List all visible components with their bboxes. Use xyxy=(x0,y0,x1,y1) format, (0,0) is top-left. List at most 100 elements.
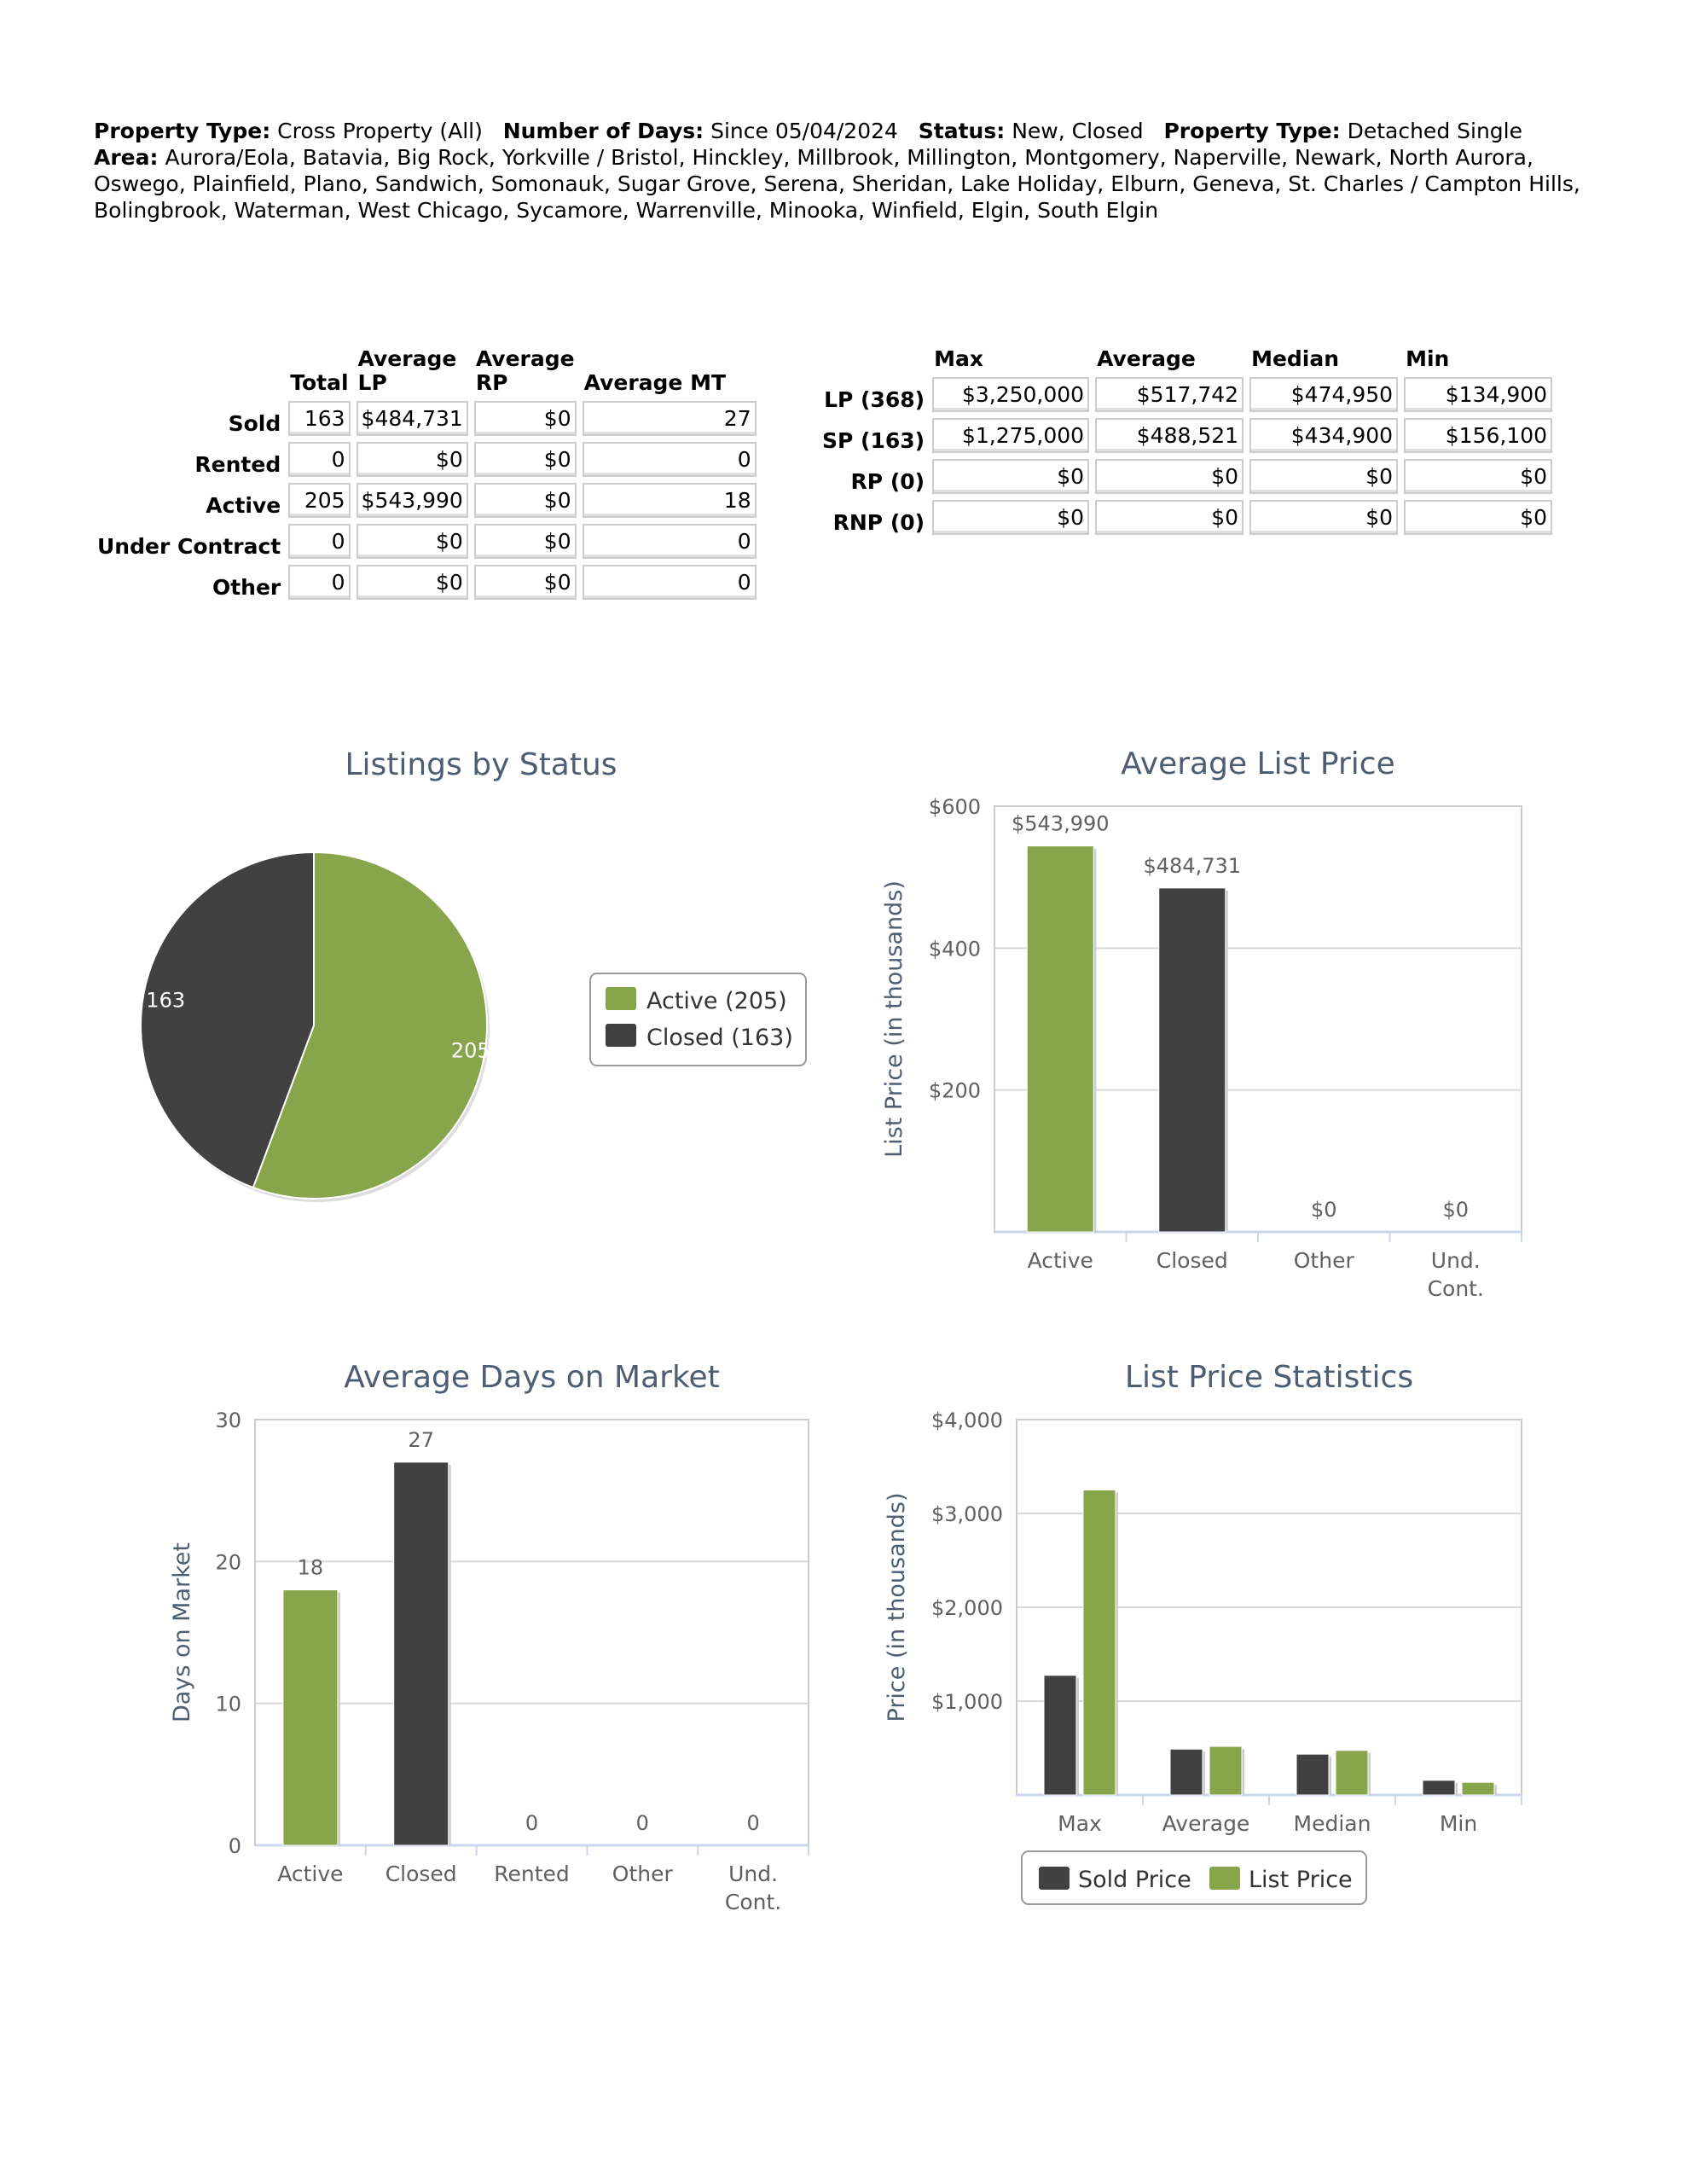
x-tick-label: Active xyxy=(1028,1248,1093,1273)
table-cell: $0 xyxy=(1249,459,1399,494)
y-tick-label: 30 xyxy=(215,1409,241,1432)
y-axis-label: List Price (in thousands) xyxy=(881,880,907,1158)
property-type-value: Cross Property (All) xyxy=(277,119,483,143)
table-cell: 205 xyxy=(288,483,351,518)
table-cell: $0 xyxy=(473,442,577,477)
area-label: Area: xyxy=(94,145,159,170)
x-tick-label: Other xyxy=(612,1862,674,1886)
legend-swatch xyxy=(1039,1867,1070,1890)
chart-title: Average List Price xyxy=(1121,746,1394,781)
legend-swatch xyxy=(606,1024,636,1047)
legend-item: Closed (163) xyxy=(646,1025,793,1051)
row-label: Other xyxy=(212,575,281,600)
pie-slice-active xyxy=(252,851,488,1199)
bar-data-label: $0 xyxy=(1442,1198,1469,1222)
table-cell: $543,990 xyxy=(356,483,468,518)
column-header: Max xyxy=(934,346,983,371)
table-cell: $156,100 xyxy=(1404,418,1553,453)
row-label: Sold xyxy=(228,411,281,436)
table-cell: $0 xyxy=(1095,459,1244,494)
bar xyxy=(393,1461,449,1846)
table-row: LP (368) $3,250,000 $517,742 $474,950 $134,9… xyxy=(820,377,1553,412)
bar-data-label: 18 xyxy=(298,1556,324,1580)
table-cell: $0 xyxy=(1404,500,1553,535)
bar xyxy=(1422,1780,1456,1796)
bar-data-label: $484,731 xyxy=(1143,854,1241,878)
row-label: RNP (0) xyxy=(832,510,925,535)
table-cell: 27 xyxy=(582,401,757,436)
x-tick-label: Cont. xyxy=(1428,1276,1484,1301)
column-header: Average LP xyxy=(357,346,457,395)
property-type2-label: Property Type: xyxy=(1163,119,1341,143)
days-label: Number of Days: xyxy=(502,119,704,143)
column-header: Average RP xyxy=(475,346,575,395)
row-label: Rented xyxy=(194,452,281,477)
table-cell: 0 xyxy=(288,524,351,559)
pie-slice-closed xyxy=(140,851,315,1189)
table-cell: $0 xyxy=(1095,500,1244,535)
table-cell: $0 xyxy=(1249,500,1399,535)
row-label: SP (163) xyxy=(822,428,925,453)
table-cell: $517,742 xyxy=(1095,377,1244,412)
bar xyxy=(1026,845,1094,1233)
table-cell: 0 xyxy=(582,565,757,600)
days-value: Since 05/04/2024 xyxy=(710,119,898,143)
table-cell: $134,900 xyxy=(1404,377,1553,412)
bar-data-label: $543,990 xyxy=(1012,812,1110,836)
bar-data-label: 0 xyxy=(525,1811,538,1835)
table-row: Active 205 $543,990 $0 18 xyxy=(96,483,757,518)
area-value: Aurora/Eola, Batavia, Big Rock, Yorkvill… xyxy=(94,145,1580,223)
price-summary-table: Max Average Median Min LP (368) $3,250,000 $51… xyxy=(815,341,1558,541)
y-tick-label: $200 xyxy=(929,1079,981,1103)
chart-title: Listings by Status xyxy=(345,747,617,782)
table-row: RP (0) $0 $0 $0 $0 xyxy=(820,459,1553,494)
table-row: Under Contract 0 $0 $0 0 xyxy=(96,524,757,559)
legend-box xyxy=(589,973,807,1066)
table-cell: $0 xyxy=(473,401,577,436)
bar xyxy=(1461,1781,1495,1796)
x-tick-label: Und. xyxy=(1431,1248,1481,1273)
table-cell: $474,950 xyxy=(1249,377,1399,412)
column-header: Average MT xyxy=(583,370,727,395)
x-tick-label: Min xyxy=(1440,1811,1477,1836)
y-tick-label: $400 xyxy=(929,937,981,961)
table-row: Other 0 $0 $0 0 xyxy=(96,565,757,600)
table-cell: 0 xyxy=(582,442,757,477)
y-tick-label: $3,000 xyxy=(931,1502,1003,1526)
table-cell: $0 xyxy=(473,565,577,600)
column-header: Median xyxy=(1251,346,1340,371)
y-tick-label: $600 xyxy=(929,795,981,819)
search-criteria: Property Type: Cross Property (All) Numb… xyxy=(94,118,1612,224)
status-label: Status: xyxy=(918,119,1006,143)
table-cell: $0 xyxy=(1404,459,1553,494)
table-row: RNP (0) $0 $0 $0 $0 xyxy=(820,500,1553,535)
legend-swatch xyxy=(1209,1867,1240,1890)
table-cell: $3,250,000 xyxy=(932,377,1090,412)
y-tick-label: $2,000 xyxy=(931,1596,1003,1620)
chart-title: List Price Statistics xyxy=(1125,1360,1413,1395)
x-tick-label: Closed xyxy=(386,1862,457,1886)
bar xyxy=(1296,1753,1330,1796)
status-summary-table: Total Average LP Average RP Average MT Sold 1… xyxy=(90,341,762,606)
bar xyxy=(282,1589,339,1846)
y-tick-label: 10 xyxy=(215,1693,241,1716)
legend-item: List Price xyxy=(1249,1867,1353,1893)
x-tick-label: Cont. xyxy=(725,1890,781,1914)
bar xyxy=(1209,1745,1243,1796)
column-header: Total xyxy=(290,370,349,395)
column-header: Min xyxy=(1406,346,1450,371)
column-header: Average xyxy=(1097,346,1196,371)
table-cell: $0 xyxy=(356,565,468,600)
row-label: Under Contract xyxy=(97,534,281,559)
pie-data-label: 205 xyxy=(451,1039,490,1063)
x-tick-label: Median xyxy=(1294,1811,1371,1836)
property-type-label: Property Type: xyxy=(94,119,271,143)
table-cell: $484,731 xyxy=(356,401,468,436)
table-cell: $0 xyxy=(356,524,468,559)
bar-data-label: 27 xyxy=(408,1428,434,1452)
y-axis-label: Days on Market xyxy=(169,1542,195,1722)
table-cell: 0 xyxy=(582,524,757,559)
row-label: Active xyxy=(206,493,281,518)
legend-item: Active (205) xyxy=(646,988,787,1014)
